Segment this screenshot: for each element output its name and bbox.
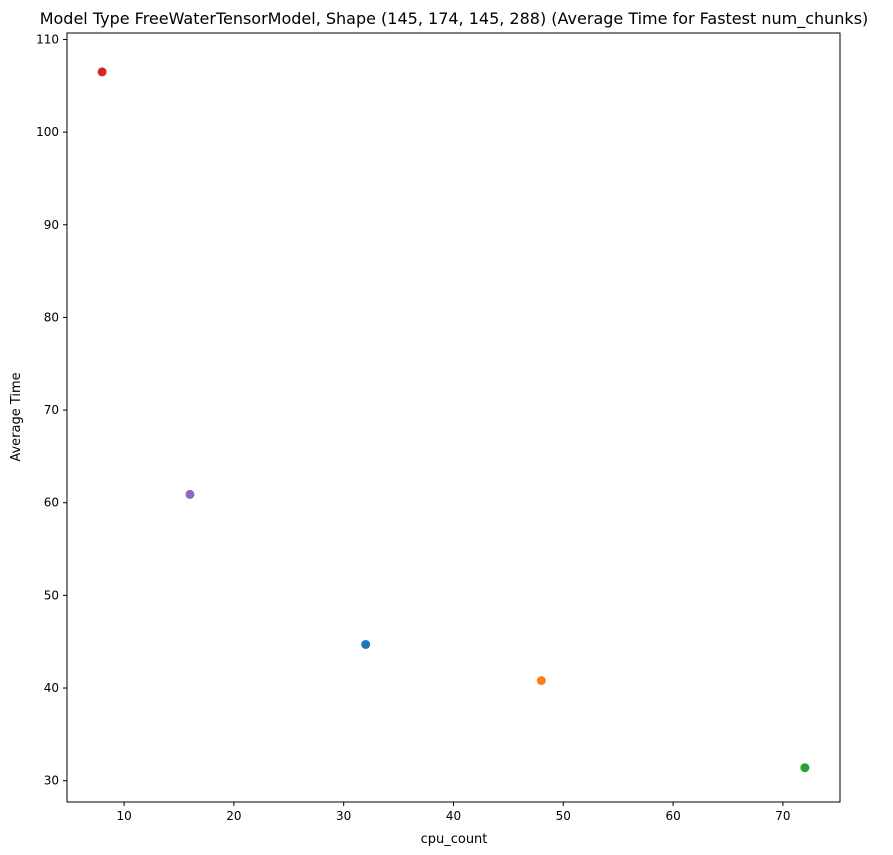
chart-title: Model Type FreeWaterTensorModel, Shape (… — [40, 9, 869, 29]
x-tick-label: 10 — [116, 809, 131, 823]
plot-frame — [66, 32, 841, 803]
x-tick-label: 30 — [336, 809, 351, 823]
y-axis-label: Average Time — [9, 372, 24, 461]
y-tick-label: 40 — [44, 681, 59, 695]
x-tick-label: 50 — [556, 809, 571, 823]
data-point — [185, 489, 195, 499]
data-points — [97, 67, 810, 773]
x-tick-label: 70 — [775, 809, 790, 823]
plot-area — [66, 32, 841, 803]
y-tick-label: 30 — [44, 774, 59, 788]
y-tick-label: 90 — [44, 218, 59, 232]
x-tick-label: 20 — [226, 809, 241, 823]
y-tick-label: 80 — [44, 310, 59, 324]
y-tick-label: 60 — [44, 496, 59, 510]
y-tick-label: 70 — [44, 403, 59, 417]
x-tick-label: 40 — [446, 809, 461, 823]
y-tick-label: 100 — [36, 125, 59, 139]
y-tick-label: 50 — [44, 588, 59, 602]
y-tick-label: 110 — [36, 32, 59, 46]
data-point — [800, 763, 810, 773]
x-axis: 10 20 30 40 50 60 70 — [116, 802, 791, 823]
data-point — [97, 67, 107, 77]
data-point — [361, 639, 371, 649]
data-point — [536, 676, 546, 686]
y-axis: 30 40 50 60 70 80 90 100 110 — [36, 32, 67, 788]
x-axis-label: cpu_count — [421, 832, 488, 847]
x-tick-label: 60 — [665, 809, 680, 823]
